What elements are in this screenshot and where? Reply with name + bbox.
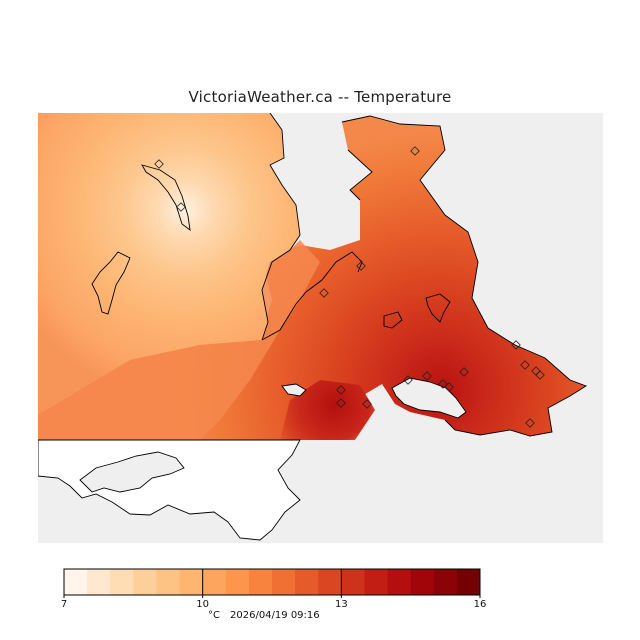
coastline-bay xyxy=(347,149,373,201)
legend-unit: °C xyxy=(208,610,220,621)
legend-swatch xyxy=(110,569,134,595)
station-marker[interactable] xyxy=(362,399,372,409)
temperature-field-west xyxy=(38,113,300,415)
station-marker[interactable] xyxy=(511,340,521,350)
legend-swatch xyxy=(64,569,88,595)
island-outline-west xyxy=(91,251,131,315)
legend-swatch xyxy=(248,569,273,595)
legend-swatch xyxy=(456,569,481,595)
station-marker[interactable] xyxy=(410,146,420,156)
no-data-land xyxy=(38,439,301,541)
legend-swatch xyxy=(272,569,296,595)
station-marker[interactable] xyxy=(459,367,469,377)
color-legend-ticks: 7 10 13 16 xyxy=(61,569,487,610)
color-legend-swatches xyxy=(64,569,481,595)
legend-swatch xyxy=(433,569,458,595)
legend-tick-label: 13 xyxy=(335,599,348,610)
station-marker[interactable] xyxy=(336,385,346,395)
station-marker[interactable] xyxy=(525,418,535,428)
legend-swatch xyxy=(364,569,388,595)
legend-swatch xyxy=(202,569,227,595)
coastline-west-mainland xyxy=(261,113,301,341)
legend-timestamp: 2026/04/19 09:16 xyxy=(230,610,320,621)
station-marker[interactable] xyxy=(356,261,366,271)
coastline-east-mainland xyxy=(341,115,588,437)
station-marker[interactable] xyxy=(176,202,186,212)
station-marker[interactable] xyxy=(403,375,413,385)
map-title: VictoriaWeather.ca -- Temperature xyxy=(188,88,452,106)
station-marker[interactable] xyxy=(535,370,545,380)
no-data-land-inlet xyxy=(79,451,185,493)
station-marker[interactable] xyxy=(336,398,346,408)
station-marker[interactable] xyxy=(154,159,164,169)
legend-tick-label: 10 xyxy=(196,599,209,610)
station-marker[interactable] xyxy=(319,288,329,298)
legend-tick-label: 7 xyxy=(61,599,67,610)
legend-swatch xyxy=(133,569,157,595)
legend-swatch xyxy=(410,569,435,595)
harbour-outline xyxy=(391,377,467,419)
legend-swatch xyxy=(225,569,250,595)
coastline-peninsula xyxy=(261,251,363,341)
station-markers xyxy=(154,146,545,428)
legend-swatch xyxy=(295,569,319,595)
legend-swatch xyxy=(387,569,412,595)
legend-swatch xyxy=(318,569,342,595)
legend-swatch xyxy=(156,569,180,595)
island-outline-southwest xyxy=(281,383,307,397)
legend-swatch xyxy=(87,569,111,595)
legend-tick-label: 16 xyxy=(474,599,487,610)
temperature-hotspot-sooke xyxy=(280,380,375,440)
island-outline-north xyxy=(141,164,191,232)
station-marker[interactable] xyxy=(520,360,530,370)
island-outline-central xyxy=(383,311,403,329)
legend-swatch xyxy=(179,569,204,595)
map-frame xyxy=(38,113,603,543)
station-marker[interactable] xyxy=(422,371,432,381)
legend-swatch xyxy=(341,569,365,595)
temperature-transition xyxy=(38,240,320,440)
station-marker[interactable] xyxy=(444,382,454,392)
island-outline-east xyxy=(425,293,451,323)
